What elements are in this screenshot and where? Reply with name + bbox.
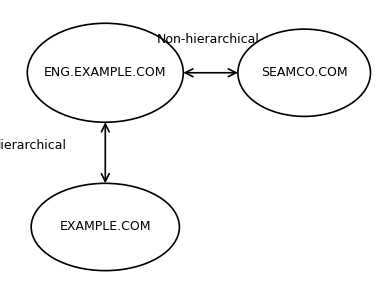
Text: Hierarchical: Hierarchical bbox=[0, 139, 67, 152]
Text: ENG.EXAMPLE.COM: ENG.EXAMPLE.COM bbox=[44, 66, 167, 79]
Text: EXAMPLE.COM: EXAMPLE.COM bbox=[60, 221, 151, 233]
Text: SEAMCO.COM: SEAMCO.COM bbox=[261, 66, 347, 79]
Text: Non-hierarchical: Non-hierarchical bbox=[157, 33, 260, 46]
